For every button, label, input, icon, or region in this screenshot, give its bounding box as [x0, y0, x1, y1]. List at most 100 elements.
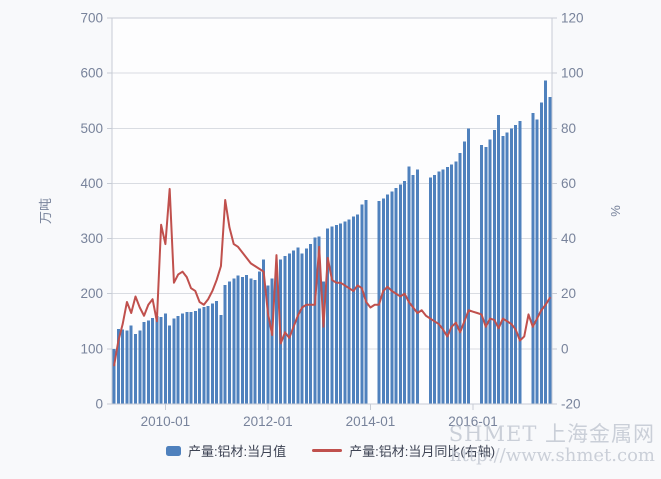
bar: [300, 253, 304, 404]
bar: [283, 256, 287, 404]
chart-legend: 产量:铝材:当月值 产量:铝材:当月同比(右轴): [0, 441, 661, 460]
bar: [321, 281, 325, 404]
bar: [266, 285, 270, 404]
bar: [270, 278, 274, 404]
bar: [129, 325, 133, 404]
bar: [185, 311, 189, 404]
bar: [403, 181, 407, 404]
bar: [313, 237, 317, 404]
bar: [317, 236, 321, 404]
axis-ticks: [107, 17, 557, 410]
right-axis-tick-label: 100: [561, 66, 584, 81]
left-axis-title: 万吨: [38, 198, 53, 224]
bar: [245, 274, 249, 404]
bar: [146, 320, 150, 404]
bar: [343, 221, 347, 404]
bar: [437, 171, 441, 404]
bar: [531, 112, 535, 404]
x-axis-tick-label: 2010-01: [141, 414, 191, 429]
bar: [176, 315, 180, 404]
bar: [253, 279, 257, 404]
bar: [544, 80, 548, 404]
bar: [411, 175, 415, 404]
bar: [138, 330, 142, 404]
right-axis-tick-label: 120: [561, 11, 584, 26]
bar: [116, 329, 120, 404]
left-axis-tick-label: 400: [80, 176, 103, 191]
bar: [548, 96, 552, 404]
bar: [180, 313, 184, 404]
left-axis-tick-label: 700: [80, 11, 103, 26]
legend-label: 产量:铝材:当月同比(右轴): [349, 444, 496, 459]
bar: [535, 119, 539, 405]
left-axis-tick-label: 0: [95, 397, 103, 412]
bar: [172, 318, 176, 404]
bar: [125, 330, 129, 404]
left-axis-tick-label: 200: [80, 286, 103, 301]
bar: [159, 316, 163, 404]
bar: [274, 267, 278, 404]
bar: [509, 128, 513, 405]
bar: [339, 223, 343, 404]
bar: [223, 284, 227, 404]
right-axis-tick-label: 40: [561, 231, 576, 246]
bar: [445, 166, 449, 404]
bar: [462, 141, 466, 404]
bar: [151, 317, 155, 404]
bar: [227, 281, 231, 404]
bar: [360, 204, 364, 404]
bar: [232, 278, 236, 404]
legend-item-bar[interactable]: 产量:铝材:当月值: [165, 441, 287, 460]
x-axis-tick-label: 2012-01: [243, 414, 293, 429]
bar: [287, 253, 291, 404]
bar: [198, 308, 202, 404]
right-axis-tick-label: 20: [561, 286, 576, 301]
bar: [112, 348, 116, 404]
legend-item-line[interactable]: 产量:铝材:当月同比(右轴): [312, 441, 495, 460]
bar: [296, 247, 300, 404]
bar: [484, 147, 488, 404]
legend-label: 产量:铝材:当月值: [187, 444, 287, 459]
bar: [334, 224, 338, 404]
bar: [168, 325, 172, 404]
bar: [189, 311, 193, 404]
bar: [351, 216, 355, 404]
bar: [454, 161, 458, 404]
bar: [458, 153, 462, 404]
right-axis-title: %: [608, 205, 623, 217]
plot-border: [111, 17, 553, 405]
line-swatch-icon: [312, 449, 343, 452]
bar: [492, 129, 496, 404]
bar: [450, 164, 454, 404]
left-axis-tick-label: 100: [80, 341, 103, 356]
right-axis-tick-label: 80: [561, 121, 576, 136]
bar: [394, 187, 398, 404]
bar: [428, 177, 432, 404]
bar: [381, 198, 385, 404]
bar: [501, 136, 505, 404]
bar: [309, 244, 313, 404]
right-axis-tick-label: 0: [561, 341, 569, 356]
x-axis-tick-label: 2014-01: [346, 414, 396, 429]
bar: [326, 228, 330, 404]
bar: [236, 275, 240, 404]
bar: [488, 139, 492, 404]
bar: [155, 315, 159, 404]
bar: [386, 194, 390, 404]
right-axis-tick-label: 60: [561, 176, 576, 191]
bar: [415, 169, 419, 404]
yoy-line: [113, 187, 551, 367]
bar: [518, 121, 522, 405]
bar: [407, 166, 411, 404]
bar: [240, 277, 244, 404]
bar: [304, 248, 308, 404]
bar: [193, 310, 197, 404]
x-axis-tick-label: 2016-01: [448, 414, 498, 429]
bar: [505, 132, 509, 404]
bar: [347, 219, 351, 404]
bar: [480, 144, 484, 404]
bar: [390, 191, 394, 404]
left-axis-tick-label: 300: [80, 231, 103, 246]
bar-swatch-icon: [165, 445, 181, 456]
bar: [206, 305, 210, 404]
